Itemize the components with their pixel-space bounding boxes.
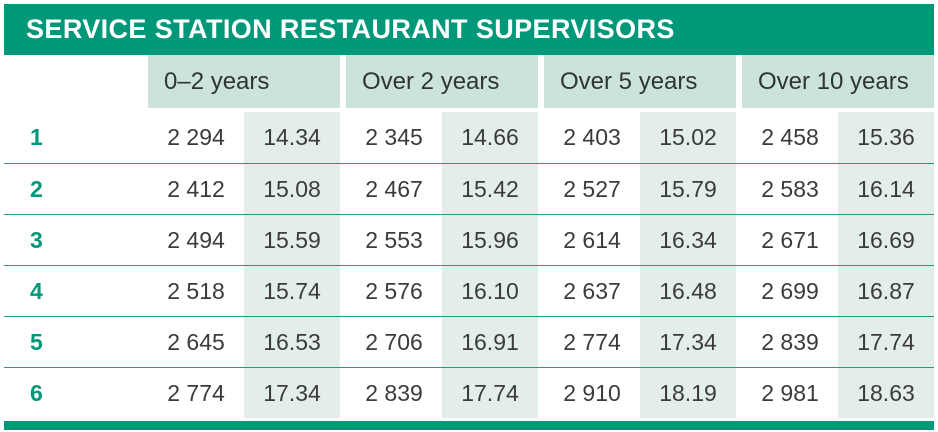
- table-row: 2 2 412 15.08 2 467 15.42 2 527 15.79 2 583 16.1…: [4, 163, 934, 214]
- monthly-salary-cell: 2 774: [167, 379, 225, 406]
- column-header-over-2-years: Over 2 years: [346, 55, 538, 108]
- table-row: 3 2 494 15.59 2 553 15.96 2 614 16.34 2 671 16.6…: [4, 214, 934, 265]
- hourly-rate-cell: 14.66: [442, 112, 538, 163]
- column-header-0-2-years: 0–2 years: [148, 55, 340, 108]
- hourly-rate-cell: 15.59: [244, 215, 340, 265]
- row-step-label: 1: [30, 124, 43, 150]
- column-header-over-10-years: Over 10 years: [742, 55, 934, 108]
- monthly-salary-cell: 2 981: [761, 379, 819, 406]
- monthly-salary-cell: 2 645: [167, 328, 225, 355]
- monthly-salary-cell: 2 637: [563, 277, 621, 304]
- hourly-rate-cell: 17.74: [838, 317, 934, 367]
- hourly-rate-cell: 17.74: [442, 368, 538, 418]
- hourly-rate-cell: 15.96: [442, 215, 538, 265]
- monthly-salary-cell: 2 467: [365, 175, 423, 202]
- monthly-salary-cell: 2 839: [365, 379, 423, 406]
- hourly-rate-cell: 16.34: [640, 215, 736, 265]
- hourly-rate-cell: 15.36: [838, 112, 934, 163]
- table-row: 4 2 518 15.74 2 576 16.10 2 637 16.48 2 699 16.8…: [4, 265, 934, 316]
- monthly-salary-cell: 2 458: [761, 124, 819, 150]
- hourly-rate-cell: 15.02: [640, 112, 736, 163]
- monthly-salary-cell: 2 494: [167, 226, 225, 253]
- hourly-rate-cell: 16.69: [838, 215, 934, 265]
- hourly-rate-cell: 14.34: [244, 112, 340, 163]
- table-row: 6 2 774 17.34 2 839 17.74 2 910 18.19 2 981 18.6…: [4, 367, 934, 418]
- experience-header-row: 0–2 years Over 2 years Over 5 years Over…: [4, 55, 934, 108]
- table-title: SERVICE STATION RESTAURANT SUPERVISORS: [26, 14, 675, 44]
- row-step-label: 2: [30, 175, 43, 202]
- hourly-rate-cell: 16.14: [838, 164, 934, 214]
- hourly-rate-cell: 15.08: [244, 164, 340, 214]
- monthly-salary-cell: 2 403: [563, 124, 621, 150]
- hourly-rate-cell: 16.48: [640, 266, 736, 316]
- monthly-salary-cell: 2 671: [761, 226, 819, 253]
- table-row: 1 2 294 14.34 2 345 14.66 2 403 15.02 2 458 15.3…: [4, 112, 934, 163]
- monthly-salary-cell: 2 412: [167, 175, 225, 202]
- column-header-over-5-years: Over 5 years: [544, 55, 736, 108]
- hourly-rate-cell: 15.74: [244, 266, 340, 316]
- monthly-salary-cell: 2 774: [563, 328, 621, 355]
- hourly-rate-cell: 16.87: [838, 266, 934, 316]
- row-step-label: 5: [30, 328, 43, 355]
- table-row: 5 2 645 16.53 2 706 16.91 2 774 17.34 2 839 17.7…: [4, 316, 934, 367]
- table-title-bar: SERVICE STATION RESTAURANT SUPERVISORS: [4, 4, 934, 55]
- row-step-label: 3: [30, 226, 43, 253]
- header-spacer: [4, 55, 148, 108]
- monthly-salary-cell: 2 527: [563, 175, 621, 202]
- row-step-label: 6: [30, 379, 43, 406]
- monthly-salary-cell: 2 294: [167, 124, 225, 150]
- monthly-salary-cell: 2 553: [365, 226, 423, 253]
- monthly-salary-cell: 2 614: [563, 226, 621, 253]
- monthly-salary-cell: 2 699: [761, 277, 819, 304]
- bottom-accent-bar: [4, 421, 934, 430]
- monthly-salary-cell: 2 518: [167, 277, 225, 304]
- hourly-rate-cell: 16.91: [442, 317, 538, 367]
- monthly-salary-cell: 2 345: [365, 124, 423, 150]
- monthly-salary-cell: 2 839: [761, 328, 819, 355]
- hourly-rate-cell: 18.19: [640, 368, 736, 418]
- hourly-rate-cell: 17.34: [640, 317, 736, 367]
- row-step-label: 4: [30, 277, 43, 304]
- hourly-rate-cell: 18.63: [838, 368, 934, 418]
- hourly-rate-cell: 17.34: [244, 368, 340, 418]
- hourly-rate-cell: 16.10: [442, 266, 538, 316]
- hourly-rate-cell: 15.42: [442, 164, 538, 214]
- monthly-salary-cell: 2 706: [365, 328, 423, 355]
- monthly-salary-cell: 2 583: [761, 175, 819, 202]
- monthly-salary-cell: 2 910: [563, 379, 621, 406]
- hourly-rate-cell: 15.79: [640, 164, 736, 214]
- hourly-rate-cell: 16.53: [244, 317, 340, 367]
- monthly-salary-cell: 2 576: [365, 277, 423, 304]
